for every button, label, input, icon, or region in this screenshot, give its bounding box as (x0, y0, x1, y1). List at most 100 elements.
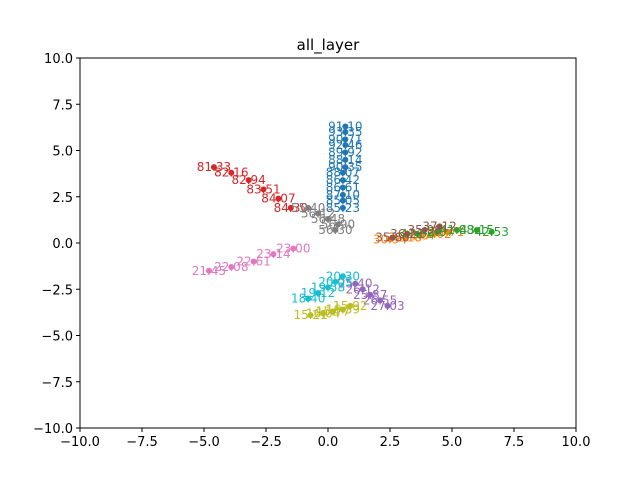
point-label: 21.45 (192, 264, 226, 278)
data-point (414, 230, 421, 237)
data-point (384, 302, 391, 309)
point-label: 90.35 (328, 160, 362, 174)
plot-area: 91.1093.3590.7192.4689.9288.1490.3588.07… (192, 119, 509, 322)
data-point (352, 280, 359, 287)
point-label: 56.90 (321, 218, 355, 232)
data-point (339, 191, 346, 198)
y-tick-label: −7.5 (41, 376, 73, 391)
point-label: 42.07 (420, 225, 454, 239)
x-tick-label: 2.5 (380, 435, 401, 450)
data-point (287, 204, 294, 211)
data-point (389, 234, 396, 241)
data-point (421, 227, 428, 234)
data-point (260, 186, 267, 193)
data-point (434, 228, 441, 235)
point-label: 85.23 (326, 201, 360, 215)
point-label: 15.21 (293, 308, 327, 322)
data-point (404, 230, 411, 237)
data-point (320, 310, 327, 317)
data-point (334, 221, 341, 228)
point-label: 23.00 (276, 242, 310, 256)
point-label: 84.30 (274, 201, 308, 215)
point-label: 84.07 (261, 192, 295, 206)
chart-title: all_layer (297, 36, 360, 55)
data-point (342, 164, 349, 171)
data-point (228, 264, 235, 271)
point-label: 22.61 (236, 255, 270, 269)
x-tick-label: −2.5 (250, 435, 282, 450)
data-point (325, 215, 331, 222)
data-point (342, 136, 349, 143)
y-tick-label: 2.5 (52, 191, 73, 206)
data-point (339, 306, 346, 313)
x-tick-label: 10.0 (562, 435, 591, 450)
y-tick-label: 10.0 (44, 52, 73, 67)
point-label: 23.14 (256, 247, 290, 261)
axes-frame (79, 57, 577, 429)
point-label: 88.07 (326, 166, 360, 180)
data-point (205, 267, 212, 274)
data-point (305, 295, 312, 302)
y-tick-label: −2.5 (41, 283, 73, 298)
data-point (436, 223, 443, 230)
data-point (275, 195, 282, 202)
point-label: 37.12 (422, 219, 456, 233)
data-point (342, 123, 349, 130)
point-label: 86.42 (326, 173, 360, 187)
point-label: 89.92 (328, 145, 362, 159)
data-point (305, 204, 312, 211)
point-label: 83.51 (246, 182, 280, 196)
y-tick-label: −5.0 (41, 330, 73, 345)
data-point (377, 297, 384, 304)
data-point (210, 164, 217, 171)
point-label: 82.94 (231, 173, 265, 187)
data-point (329, 308, 336, 315)
point-label: 41.88 (440, 223, 474, 237)
point-label: 85.05 (326, 193, 360, 207)
x-tick-label: −10.0 (60, 435, 100, 450)
y-tick-label: 7.5 (52, 98, 73, 113)
data-point (315, 210, 322, 217)
axis-ticks: −10.0 −7.5 −5.0 −2.5 0.0 2.5 5.0 7.5 10.0 −10.0 −7… (33, 52, 590, 450)
point-label: 81.33 (197, 160, 231, 174)
point-label: 32.18 (388, 230, 422, 244)
point-label: 90.71 (328, 132, 362, 146)
data-point (315, 289, 322, 296)
x-tick-label: −7.5 (126, 435, 158, 450)
data-point (367, 291, 374, 298)
point-label: 87.10 (326, 188, 360, 202)
point-label: 35.98 (408, 223, 442, 237)
point-label: 82.16 (214, 166, 248, 180)
point-label: 86.61 (326, 181, 360, 195)
data-point (488, 228, 495, 235)
data-point (250, 258, 257, 265)
point-label: 42.53 (475, 225, 509, 239)
data-point (339, 273, 346, 280)
point-label: 91.10 (328, 119, 362, 133)
x-tick-label: −5.0 (188, 435, 220, 450)
y-tick-label: 0.0 (52, 237, 73, 252)
data-point (332, 278, 339, 285)
data-point (339, 197, 346, 204)
x-tick-label: 5.0 (442, 435, 463, 450)
data-point (342, 156, 349, 163)
point-label: 27.03 (370, 299, 404, 313)
data-point (270, 251, 277, 258)
point-label: 15.92 (333, 299, 367, 313)
data-point (339, 184, 346, 191)
point-label: 30.94 (373, 232, 407, 246)
point-label: 88.14 (328, 153, 362, 167)
data-point (473, 227, 480, 234)
data-point (325, 284, 331, 291)
point-label: 36.21 (390, 227, 424, 241)
point-label: 22.08 (214, 260, 248, 274)
data-point (339, 204, 346, 211)
data-point (307, 312, 314, 319)
data-point (339, 177, 346, 184)
x-tick-label: 0.0 (318, 435, 339, 450)
y-tick-label: 5.0 (52, 145, 73, 160)
data-point (290, 245, 297, 252)
point-label: 20.30 (326, 269, 360, 283)
point-label: 92.46 (328, 138, 362, 152)
data-point (342, 141, 349, 148)
